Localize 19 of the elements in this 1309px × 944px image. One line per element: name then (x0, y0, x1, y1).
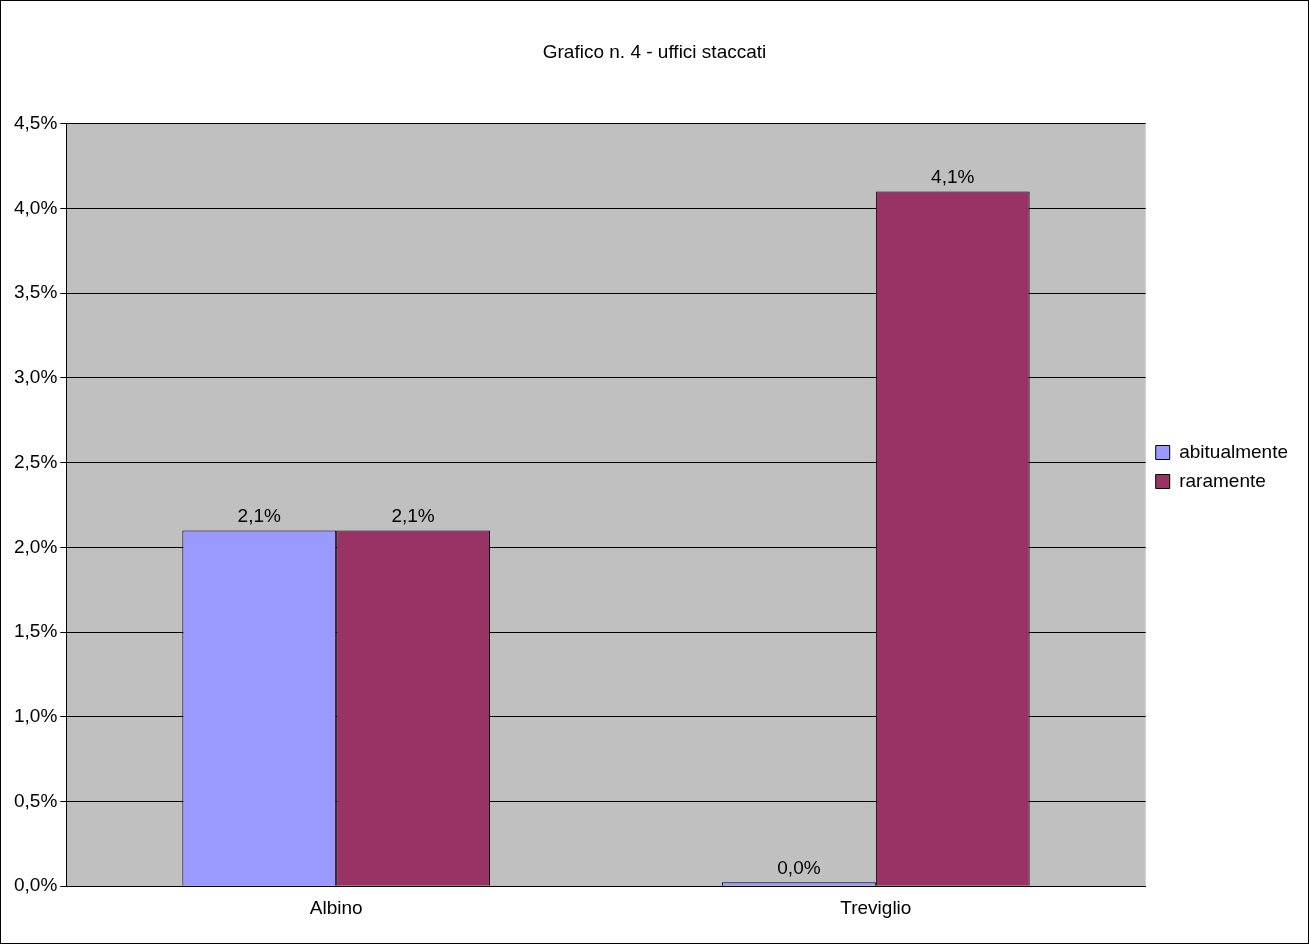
y-tick-label: 0,5% (13, 789, 58, 811)
y-tick-label: 2,5% (13, 450, 58, 472)
data-label: 2,1% (391, 505, 435, 527)
y-tick-label: 0,0% (13, 874, 58, 896)
y-tick-label: 1,0% (13, 705, 58, 727)
x-tick-label: Treviglio (840, 896, 912, 918)
data-label: 4,1% (931, 166, 975, 188)
data-label: 0,0% (777, 856, 821, 878)
y-tick-label: 3,5% (13, 281, 58, 303)
x-tick-label: Albino (309, 896, 363, 918)
y-tick-label: 3,0% (13, 366, 58, 388)
y-tick-label: 2,0% (13, 535, 58, 557)
y-tick-label: 1,5% (13, 620, 58, 642)
y-tick-label: 4,0% (13, 196, 58, 218)
legend-label: abitualmente (1179, 440, 1288, 462)
legend-label: raramente (1179, 469, 1266, 491)
chart-title: Grafico n. 4 - uffici staccati (542, 40, 767, 62)
y-tick-label: 4,5% (13, 112, 58, 134)
data-label: 2,1% (237, 505, 282, 527)
